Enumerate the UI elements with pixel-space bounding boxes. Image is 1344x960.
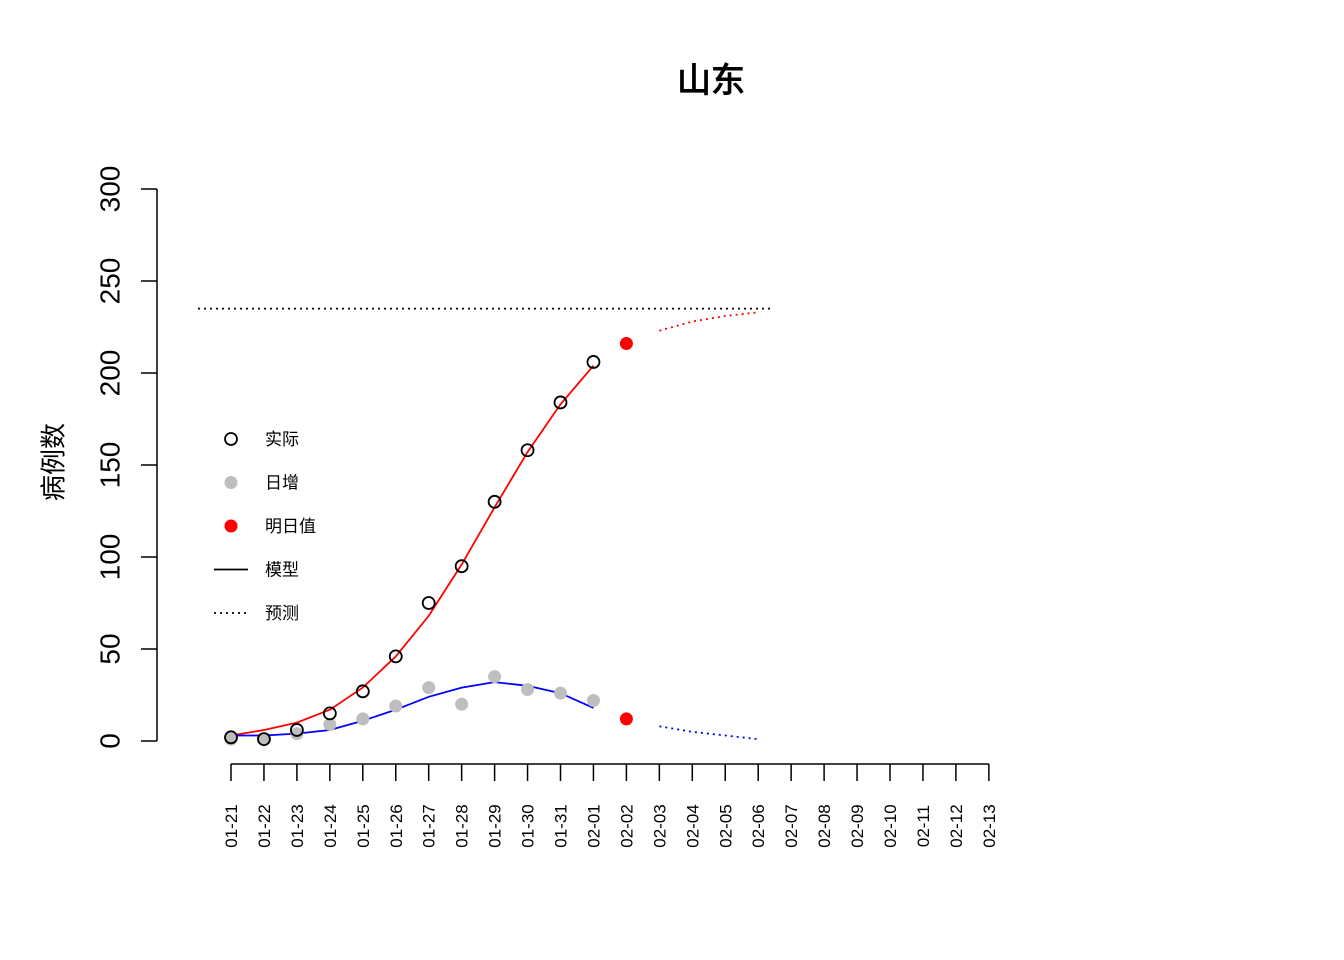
legend-open-circle-icon [225, 433, 237, 445]
y-tick-label: 100 [94, 534, 125, 581]
forecast-daily-line [659, 726, 758, 739]
legend-label: 预测 [265, 604, 299, 624]
y-tick-label: 150 [94, 442, 125, 489]
x-tick-label: 02-07 [782, 804, 801, 847]
plot-points [225, 337, 633, 746]
actual-point [522, 444, 534, 456]
daily-point [587, 694, 600, 707]
legend-item: 日增 [225, 474, 300, 494]
forecast-cumulative-line [659, 312, 758, 330]
model-daily-line [231, 682, 594, 735]
x-tick-label: 01-22 [255, 804, 274, 847]
legend-item: 实际 [225, 430, 299, 450]
legend-label: 日增 [265, 474, 299, 494]
legend-label: 明日值 [265, 517, 316, 537]
y-tick-label: 50 [94, 633, 125, 664]
x-tick-label: 01-29 [486, 804, 505, 847]
legend-label: 实际 [265, 430, 299, 450]
daily-point [521, 683, 534, 696]
legend-label: 模型 [265, 561, 299, 581]
y-tick-label: 250 [94, 258, 125, 305]
x-tick-label: 02-06 [749, 804, 768, 847]
x-tick-label: 01-26 [387, 804, 406, 847]
legend-filled-circle-icon [225, 520, 238, 533]
chart-title: 山东 [677, 61, 745, 101]
y-tick-label: 200 [94, 350, 125, 397]
tomorrow-point [620, 337, 633, 350]
x-tick-label: 01-28 [453, 804, 472, 847]
daily-point [389, 700, 402, 713]
y-axis: 0 50 100 150 200 250 300 [94, 166, 157, 749]
x-axis: 01-21 01-22 01-23 01-24 01-25 01-26 01-27 01-28… [222, 764, 999, 848]
x-tick-label: 02-02 [617, 804, 636, 847]
x-tick-label: 02-05 [716, 804, 735, 847]
daily-point [554, 687, 567, 700]
legend-item: 预测 [214, 604, 299, 624]
x-tick-label: 01-31 [552, 804, 571, 847]
x-tick-label: 01-23 [288, 804, 307, 847]
x-tick-label: 02-03 [650, 804, 669, 847]
x-tick-label: 02-11 [914, 805, 933, 847]
x-tick-label: 01-30 [519, 804, 538, 847]
x-tick-label: 01-27 [420, 804, 439, 847]
legend-item: 模型 [214, 561, 299, 581]
daily-point [488, 670, 501, 683]
x-tick-label: 02-10 [881, 804, 900, 847]
daily-point [455, 698, 468, 711]
tomorrow-point [620, 712, 633, 725]
x-tick-label: 01-25 [354, 804, 373, 847]
x-tick-label: 02-04 [683, 804, 702, 847]
x-tick-label: 02-12 [947, 804, 966, 847]
legend-item: 明日值 [225, 517, 317, 537]
x-tick-label: 02-01 [584, 804, 603, 847]
x-tick-label: 02-13 [980, 804, 999, 847]
x-tick-label: 02-09 [848, 804, 867, 847]
y-tick-label: 0 [94, 733, 125, 749]
x-tick-label: 02-08 [815, 804, 834, 847]
daily-point [356, 712, 369, 725]
x-tick-label: 01-21 [222, 804, 241, 847]
y-tick-label: 300 [94, 166, 125, 213]
actual-point [423, 597, 435, 609]
model-cumulative-line [231, 366, 594, 736]
x-tick-label: 01-24 [321, 804, 340, 847]
actual-point [456, 560, 468, 572]
y-axis-label: 病例数 [40, 423, 70, 501]
legend-filled-circle-icon [225, 476, 238, 489]
daily-point [422, 681, 435, 694]
actual-point [555, 396, 567, 408]
